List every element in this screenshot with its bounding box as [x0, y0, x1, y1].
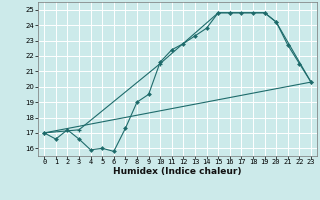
X-axis label: Humidex (Indice chaleur): Humidex (Indice chaleur) — [113, 167, 242, 176]
